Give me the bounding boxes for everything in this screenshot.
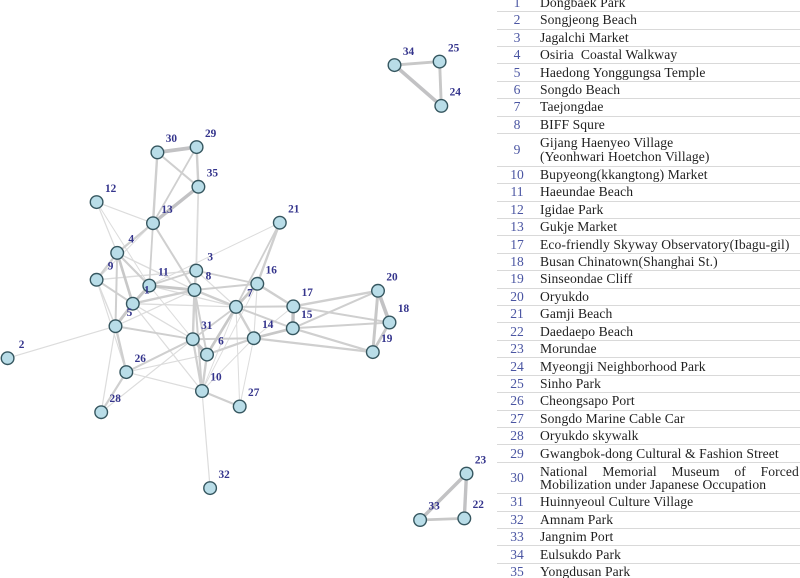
svg-text:13: 13	[161, 204, 173, 216]
svg-text:28: 28	[110, 393, 122, 405]
svg-text:14: 14	[262, 319, 274, 331]
svg-text:19: 19	[381, 333, 393, 345]
svg-text:8: 8	[206, 271, 212, 283]
svg-text:29: 29	[205, 128, 217, 140]
svg-text:24: 24	[450, 87, 462, 99]
svg-text:3: 3	[207, 251, 213, 263]
svg-text:5: 5	[127, 307, 133, 319]
svg-text:25: 25	[448, 42, 460, 54]
svg-text:32: 32	[218, 469, 230, 481]
svg-text:20: 20	[386, 272, 398, 284]
svg-text:21: 21	[288, 203, 300, 215]
svg-text:18: 18	[398, 303, 410, 315]
svg-text:9: 9	[108, 261, 114, 273]
svg-text:1: 1	[144, 284, 150, 296]
svg-text:17: 17	[302, 287, 314, 299]
svg-text:23: 23	[475, 454, 487, 466]
svg-text:33: 33	[428, 501, 440, 513]
svg-text:12: 12	[105, 183, 117, 195]
svg-text:16: 16	[266, 265, 278, 277]
svg-text:31: 31	[201, 320, 213, 332]
svg-text:2: 2	[19, 339, 25, 351]
svg-text:11: 11	[158, 266, 169, 278]
svg-text:34: 34	[403, 46, 415, 58]
svg-text:7: 7	[247, 288, 253, 300]
svg-text:35: 35	[207, 168, 219, 180]
svg-text:4: 4	[128, 234, 134, 246]
svg-text:26: 26	[135, 353, 147, 365]
svg-text:15: 15	[301, 309, 313, 321]
svg-text:10: 10	[210, 372, 222, 384]
svg-text:22: 22	[473, 499, 485, 511]
svg-text:30: 30	[166, 133, 178, 145]
svg-text:6: 6	[218, 335, 224, 347]
svg-text:27: 27	[248, 387, 260, 399]
